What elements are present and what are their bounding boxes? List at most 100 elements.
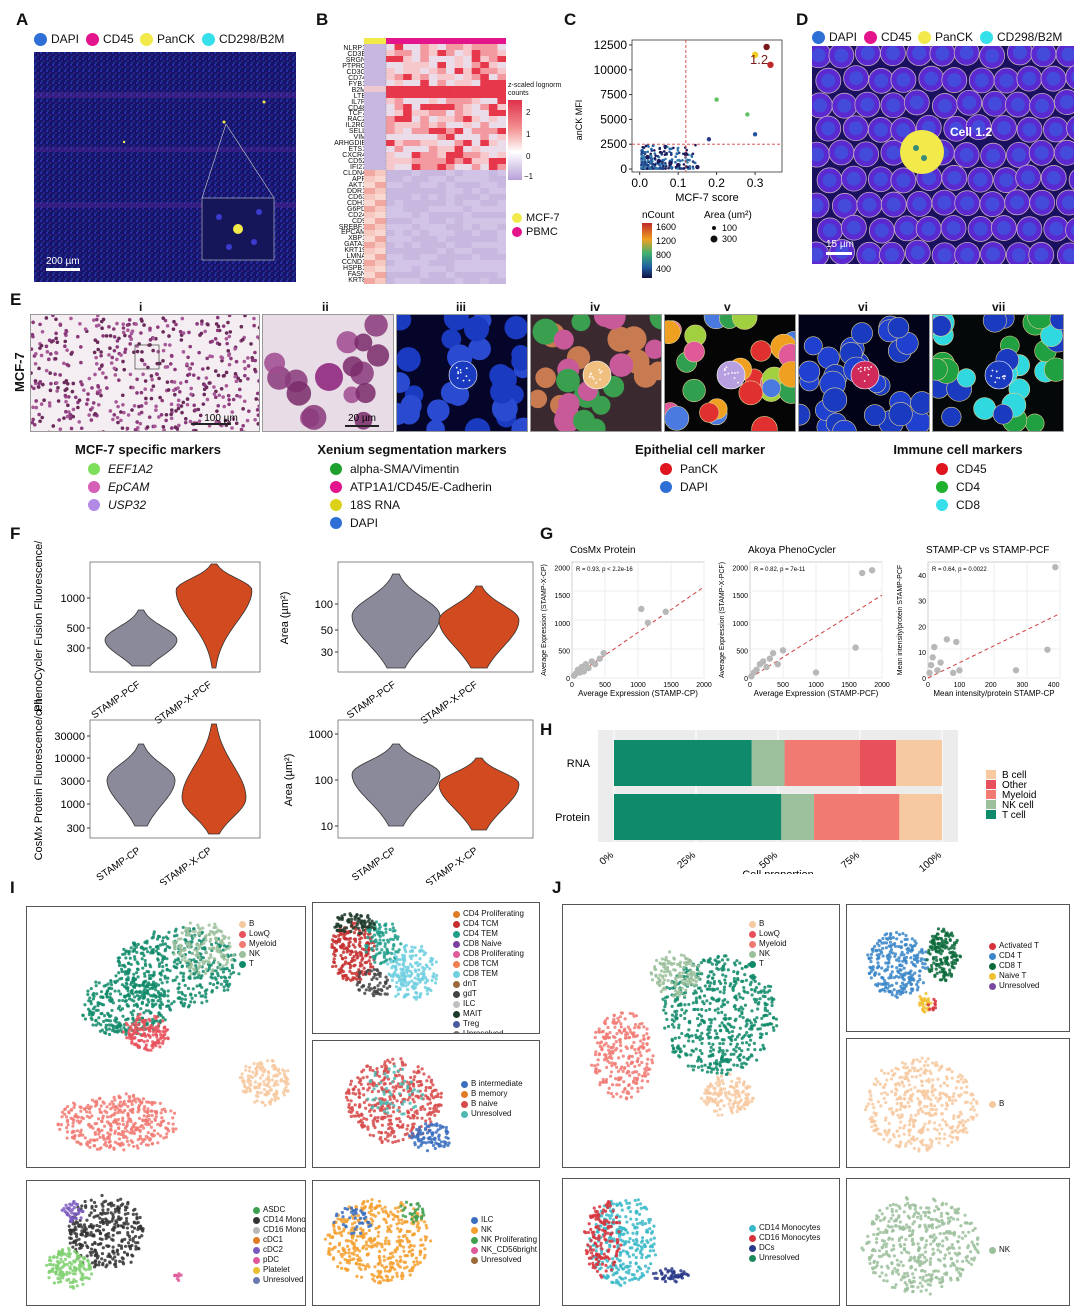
heatmap-cell — [497, 260, 506, 267]
e-target-cell — [984, 360, 1014, 390]
heatmap-cell — [403, 50, 413, 57]
umap-point — [424, 1141, 428, 1145]
umap-point — [372, 922, 377, 927]
heatmap-cell — [446, 152, 455, 159]
heatmap-cell — [437, 212, 447, 219]
e-cell-dot — [185, 402, 190, 407]
heatmap-cell — [497, 116, 506, 123]
e-cell-dot — [100, 326, 104, 331]
umap-point — [424, 963, 428, 967]
umap-point — [120, 976, 124, 980]
e-cell — [468, 337, 491, 361]
heatmap-cell — [375, 218, 387, 225]
umap-point — [396, 973, 400, 977]
d-nucleus — [985, 48, 1000, 63]
umap-point — [128, 1108, 132, 1112]
e-cell-dot — [31, 320, 35, 325]
umap-point — [107, 1023, 111, 1027]
umap-legend-item: CD4 Proliferating — [453, 909, 524, 919]
umap-point — [418, 957, 422, 961]
heatmap-cell — [420, 98, 430, 105]
c-point — [681, 159, 684, 162]
heatmap-cell — [386, 128, 395, 135]
gene-label: AKT1 — [348, 181, 366, 189]
heatmap-cell — [411, 134, 421, 141]
heatmap-cell — [463, 152, 473, 159]
heatmap-cell — [463, 68, 473, 75]
umap-point — [152, 1133, 156, 1138]
e-cell — [286, 381, 312, 406]
e-subpanel-ii: 20 µm — [262, 314, 394, 432]
heatmap-cell — [364, 116, 376, 123]
c-point — [675, 152, 679, 155]
umap-point — [373, 939, 377, 943]
e-transcript-dot — [996, 376, 998, 379]
d-nucleus — [935, 46, 950, 61]
umap-point — [400, 1061, 405, 1065]
umap-point — [332, 934, 336, 938]
heatmap-cell — [386, 50, 395, 57]
heatmap-cell — [463, 110, 473, 117]
umap-point — [390, 1080, 395, 1084]
e-cell-dot — [245, 418, 250, 423]
umap-point — [414, 1094, 418, 1098]
g-point — [931, 643, 938, 651]
e-cell — [738, 380, 764, 406]
umap-point — [245, 1089, 249, 1093]
e-cell-dot — [200, 367, 205, 371]
umap-point — [404, 950, 408, 954]
e-cell-dot — [113, 373, 118, 377]
e-subpanel-vi — [798, 314, 930, 432]
heatmap-cell — [364, 224, 376, 231]
umap-point — [261, 1100, 265, 1105]
e-cell-dot — [77, 398, 82, 403]
umap-point — [240, 1076, 244, 1080]
umap-point — [356, 919, 360, 924]
heatmap-cell — [428, 110, 438, 117]
umap-point — [415, 1133, 420, 1138]
heatmap-cell — [386, 242, 395, 249]
umap-point — [332, 960, 337, 965]
umap-point — [385, 986, 389, 990]
umap-point — [386, 1058, 390, 1062]
umap-point — [137, 1038, 141, 1043]
gene-label: GATA3 — [344, 241, 366, 249]
e-cell-dot — [242, 430, 246, 431]
umap-point — [420, 977, 425, 981]
heatmap-cell — [375, 170, 387, 177]
umap-point — [192, 968, 197, 972]
umap-point — [143, 974, 147, 978]
heatmap-cell — [437, 236, 447, 243]
e-cell-dot — [96, 347, 100, 352]
e-cell-dot — [96, 315, 100, 318]
heatmap-cell — [411, 110, 421, 117]
umap-point — [153, 1014, 157, 1018]
heatmap-cell — [497, 146, 506, 153]
c-point — [645, 154, 650, 160]
umap-point — [246, 1074, 250, 1078]
heatmap-cell — [488, 194, 498, 201]
e-cell-dot — [48, 388, 53, 393]
heatmap-cell — [480, 272, 490, 279]
heatmap-cell — [375, 140, 387, 147]
umap-point — [423, 981, 428, 985]
g-point — [644, 619, 652, 626]
e-cell-dot — [114, 400, 118, 404]
heatmap-cell — [437, 92, 447, 99]
e-cell-dot — [130, 329, 135, 333]
heatmap-cell — [446, 218, 455, 225]
heatmap-cell — [375, 224, 387, 231]
umap-point — [419, 1083, 424, 1087]
heatmap-cell — [375, 50, 387, 57]
umap-point — [90, 1017, 94, 1022]
e-cell — [397, 372, 411, 393]
heatmap-cell — [394, 170, 404, 177]
d-nucleus — [959, 148, 974, 163]
e-cell-dot — [66, 395, 71, 399]
umap-point — [171, 1127, 175, 1131]
e-transcript-dot — [867, 373, 870, 376]
umap-point — [204, 995, 208, 999]
umap-point — [94, 1008, 98, 1013]
e-cell-dot — [31, 371, 33, 375]
e-cell — [571, 315, 591, 332]
